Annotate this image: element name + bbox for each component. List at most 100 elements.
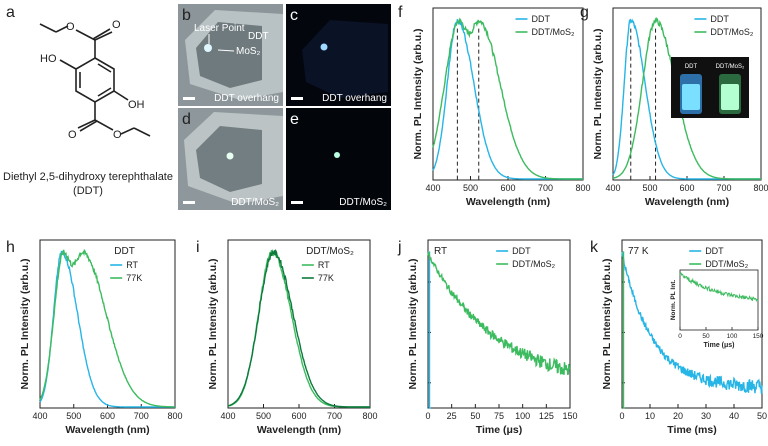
photo-d-caption: DDT/MoS₂ <box>231 197 279 208</box>
bond <box>39 23 57 33</box>
x-tick-label: 700 <box>134 411 149 421</box>
chart-k: k 0 10 20 30 40 50 Time (ms) Norm. PL Intensity … <box>590 239 767 436</box>
bond <box>120 127 135 135</box>
series-line <box>428 251 431 409</box>
atom-o: O <box>113 129 122 141</box>
series-line <box>621 251 763 395</box>
laser-spot <box>226 152 234 160</box>
y-axis-label: Norm. PL Intensity (arb.u.) <box>412 28 424 159</box>
x-tick-label: 400 <box>425 183 440 193</box>
panel-a: a O O HO OH O <box>3 4 173 197</box>
panel-d-label: d <box>182 111 191 128</box>
bond <box>77 119 96 129</box>
x-axis-label: Time (μs) <box>476 424 523 436</box>
x-tick-label: 400 <box>32 411 47 421</box>
chart-j: j 0 25 50 75 100 125 150 Time (μs) Norm. PL Inten… <box>397 239 578 436</box>
emission-spot <box>320 43 328 51</box>
x-tick-label: 75 <box>494 411 504 421</box>
series-line <box>227 249 370 408</box>
series-line <box>427 250 571 376</box>
x-axis-label: Wavelength (nm) <box>65 424 149 436</box>
photo-e: e DDT/MoS₂ <box>286 108 391 210</box>
photo-d: d DDT/MoS₂ <box>178 108 283 210</box>
photo-e-background <box>286 108 391 210</box>
x-tick-label: 600 <box>679 183 694 193</box>
inset-x-tick-label: 100 <box>727 333 738 340</box>
chart-h: h 400 500 600 700 800 Wavelength (nm) Norm. PL … <box>6 239 183 436</box>
x-tick-label: 700 <box>327 411 342 421</box>
panel-label: h <box>6 239 15 256</box>
panel-b-label: b <box>182 7 191 24</box>
x-tick-label: 500 <box>66 411 81 421</box>
legend-label: DDT <box>512 246 531 256</box>
y-axis-label: Norm. PL Intensity (arb.u.) <box>19 258 31 389</box>
photo-panels: b Laser Point DDT MoS₂ DDT overhang c DD… <box>178 4 391 210</box>
bond <box>79 120 98 132</box>
panel-label: f <box>398 4 403 21</box>
inset-x-tick-label: 0 <box>678 333 682 340</box>
ddt-structure <box>39 23 151 137</box>
chart-title: DDT/MoS₂ <box>306 246 354 257</box>
panel-c-label: c <box>290 7 298 24</box>
panel-label: k <box>590 239 599 256</box>
atom-o: O <box>66 21 75 33</box>
bond <box>133 127 151 137</box>
legend-label: DDT <box>705 246 724 256</box>
x-axis-label: Wavelength (nm) <box>257 424 341 436</box>
chart-title: RT <box>434 246 447 257</box>
series-line <box>432 17 583 180</box>
photo-c-caption: DDT overhang <box>322 93 387 104</box>
series-line <box>39 248 175 408</box>
scale-bar <box>291 97 303 100</box>
vial-inset: DDT DDT/MoS₂ <box>671 57 749 118</box>
x-tick-label: 800 <box>575 183 590 193</box>
legend-label: DDT/MoS₂ <box>512 259 556 269</box>
vial-label-ddt-mos2: DDT/MoS₂ <box>716 64 745 70</box>
bond <box>92 28 111 40</box>
chart-title: DDT <box>114 246 135 257</box>
crystal-b-face <box>196 22 262 88</box>
atom-ho: HO <box>40 53 57 65</box>
bond <box>59 59 77 70</box>
series-line <box>39 250 175 408</box>
panel-label: i <box>196 239 200 256</box>
inset-x-tick-label: 50 <box>702 333 710 340</box>
x-tick-label: 600 <box>500 183 515 193</box>
benzene-ring <box>75 57 115 103</box>
crystal-c-glow <box>302 20 388 98</box>
x-tick-label: 800 <box>753 183 768 193</box>
photo-b: b Laser Point DDT MoS₂ DDT overhang <box>178 4 283 106</box>
inset-y-axis-label: Norm. PL Int. <box>670 280 677 321</box>
mos2-annotation: MoS₂ <box>236 46 261 57</box>
vial-ddt-mos2-glow <box>721 84 739 110</box>
x-tick-label: 700 <box>538 183 553 193</box>
x-axis-label: Wavelength (nm) <box>645 196 729 208</box>
x-axis-label: Time (ms) <box>667 424 716 436</box>
chart-f: f 400 500 600 700 800 Wavelength (nm) Norm. PL … <box>398 4 591 208</box>
x-tick-label: 500 <box>463 183 478 193</box>
photo-e-caption: DDT/MoS₂ <box>339 197 387 208</box>
plot-frame <box>227 239 371 409</box>
panel-label: g <box>580 4 589 21</box>
series-line <box>227 248 370 408</box>
chart-g: g 400 500 600 700 800 Wavelength (nm) Norm. PL … <box>580 4 768 208</box>
x-tick-label: 400 <box>605 183 620 193</box>
legend-label: 77K <box>318 273 334 283</box>
scale-bar <box>183 97 195 100</box>
bond <box>55 25 69 33</box>
x-tick-label: 0 <box>619 411 624 421</box>
x-tick-label: 500 <box>256 411 271 421</box>
atom-o: O <box>68 129 77 141</box>
x-tick-label: 50 <box>470 411 480 421</box>
bond <box>94 119 114 131</box>
inset-x-tick-label: 150 <box>753 333 764 340</box>
series-line <box>622 251 625 409</box>
x-tick-label: 800 <box>167 411 182 421</box>
x-tick-label: 500 <box>642 183 657 193</box>
x-tick-label: 20 <box>673 411 683 421</box>
laser-point-annotation: Laser Point <box>194 23 245 34</box>
plot-frame <box>621 239 763 409</box>
x-tick-label: 125 <box>539 411 554 421</box>
